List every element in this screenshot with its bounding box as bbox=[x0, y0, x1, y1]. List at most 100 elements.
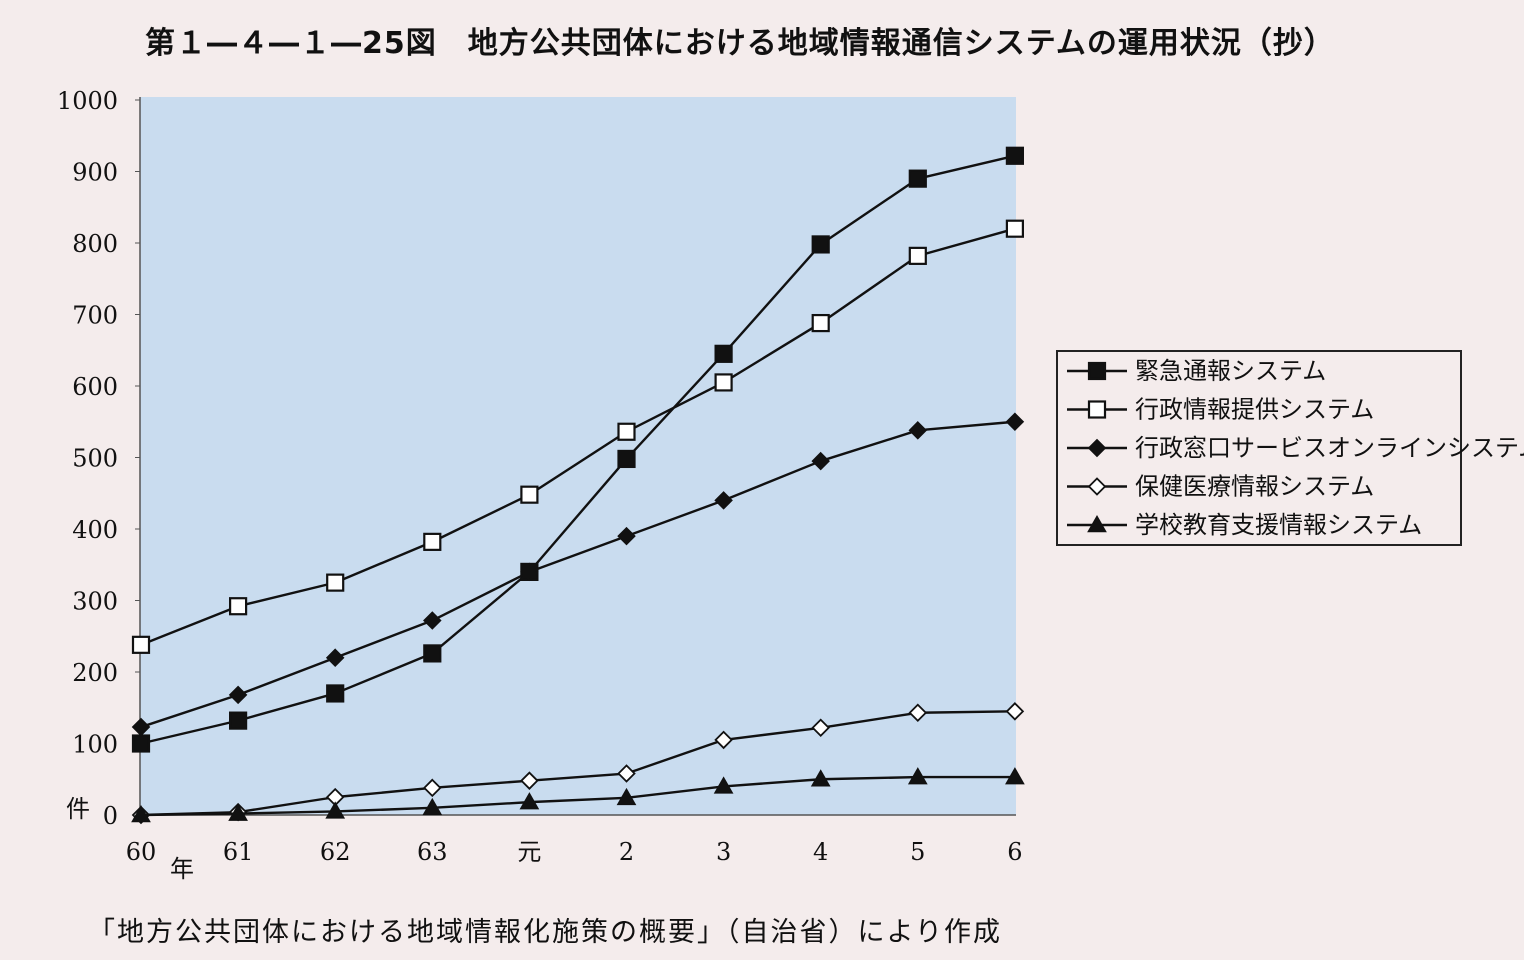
x-tick-label: 60 bbox=[126, 838, 157, 866]
source-note: 「地方公共団体における地域情報化施策の概要」（自治省）により作成 bbox=[88, 917, 1002, 948]
data-point bbox=[520, 485, 539, 504]
x-tick-label: 3 bbox=[716, 838, 731, 866]
legend-label: 行政窓口サービスオンラインシステム bbox=[1135, 434, 1524, 462]
legend-item: 学校教育支援情報システム bbox=[1067, 511, 1422, 539]
legend-item: 緊急通報システム bbox=[1067, 357, 1326, 385]
data-point bbox=[714, 491, 733, 510]
legend-marker bbox=[1087, 438, 1107, 458]
data-point bbox=[229, 711, 248, 730]
series-line bbox=[140, 420, 1016, 729]
series-1 bbox=[131, 146, 1025, 753]
data-point bbox=[423, 611, 442, 630]
data-point bbox=[131, 804, 151, 823]
x-axis-label: 年 bbox=[170, 855, 194, 883]
legend-label: 学校教育支援情報システム bbox=[1135, 511, 1422, 539]
data-point bbox=[1005, 767, 1025, 785]
y-tick-label: 300 bbox=[72, 588, 118, 616]
data-point bbox=[811, 313, 830, 333]
series-3 bbox=[131, 412, 1025, 737]
chart-title: 第１―４―１―25図 地方公共団体における地域情報通信システムの運用状況（抄） bbox=[145, 26, 1335, 61]
y-tick-label: 600 bbox=[72, 373, 118, 401]
data-point bbox=[811, 235, 830, 254]
series-layer bbox=[131, 146, 1025, 825]
data-point bbox=[616, 787, 637, 806]
x-tick-label: 61 bbox=[223, 838, 254, 866]
data-point bbox=[131, 635, 151, 654]
data-point bbox=[617, 422, 636, 441]
x-tick-label: 2 bbox=[619, 838, 634, 866]
series-line bbox=[140, 227, 1016, 646]
data-point bbox=[131, 717, 151, 737]
data-point bbox=[617, 764, 636, 783]
data-point bbox=[326, 684, 345, 703]
data-point bbox=[520, 771, 539, 790]
y-tick-label: 500 bbox=[72, 445, 118, 473]
data-point bbox=[1005, 412, 1025, 432]
data-point bbox=[908, 421, 928, 440]
data-point bbox=[1005, 702, 1025, 721]
data-point bbox=[908, 169, 927, 188]
legend-item: 保健医療情報システム bbox=[1067, 473, 1374, 501]
data-point bbox=[811, 718, 830, 738]
legend-label: 行政情報提供システム bbox=[1135, 396, 1374, 424]
data-point bbox=[714, 730, 733, 750]
x-tick-label: 5 bbox=[910, 838, 925, 866]
y-axis-label: 件 bbox=[66, 795, 90, 823]
legend-item: 行政窓口サービスオンラインシステム bbox=[1067, 434, 1524, 462]
y-tick-label: 100 bbox=[72, 731, 118, 759]
data-point bbox=[423, 532, 442, 551]
legend-box bbox=[1056, 350, 1462, 546]
y-tick-label: 200 bbox=[72, 659, 118, 687]
data-point bbox=[228, 803, 248, 821]
data-point bbox=[617, 449, 636, 469]
data-point bbox=[1005, 146, 1025, 165]
legend-marker bbox=[1087, 514, 1107, 533]
series-line bbox=[140, 775, 1015, 817]
legend-marker bbox=[1087, 400, 1107, 419]
data-point bbox=[422, 797, 443, 816]
data-point bbox=[423, 778, 442, 798]
data-point bbox=[519, 792, 540, 810]
data-point bbox=[131, 734, 151, 753]
data-point bbox=[907, 767, 928, 785]
data-point bbox=[423, 644, 442, 663]
legend-label: 保健医療情報システム bbox=[1135, 473, 1374, 501]
series-line bbox=[140, 154, 1016, 745]
data-point bbox=[520, 562, 539, 582]
data-point bbox=[908, 246, 927, 265]
data-point bbox=[617, 526, 636, 546]
x-tick-label: 元 bbox=[517, 838, 541, 866]
y-tick-label: 700 bbox=[72, 302, 118, 330]
data-point bbox=[229, 597, 248, 616]
data-point bbox=[713, 776, 734, 794]
legend-item: 行政情報提供システム bbox=[1067, 396, 1374, 424]
legend: 緊急通報システム行政情報提供システム行政窓口サービスオンラインシステム保健医療情… bbox=[1056, 350, 1524, 546]
data-point bbox=[714, 344, 733, 363]
series-line bbox=[140, 710, 1015, 817]
data-point bbox=[325, 648, 345, 667]
x-tick-label: 63 bbox=[417, 838, 448, 866]
series-2 bbox=[131, 219, 1025, 654]
data-point bbox=[714, 373, 733, 392]
x-tick-label: 4 bbox=[813, 838, 828, 866]
series-5 bbox=[131, 767, 1025, 823]
data-point bbox=[325, 801, 346, 819]
legend-label: 緊急通報システム bbox=[1135, 357, 1326, 385]
y-tick-label: 1000 bbox=[57, 87, 118, 115]
data-point bbox=[811, 451, 830, 471]
plot-area bbox=[140, 97, 1016, 815]
y-tick-label: 0 bbox=[103, 802, 118, 830]
x-tick-label: 62 bbox=[320, 838, 351, 866]
y-tick-label: 400 bbox=[72, 516, 118, 544]
data-point bbox=[326, 573, 345, 592]
data-point bbox=[810, 769, 831, 787]
data-point bbox=[1005, 219, 1025, 238]
data-point bbox=[228, 685, 248, 705]
legend-marker bbox=[1087, 477, 1107, 496]
y-tick-label: 900 bbox=[72, 159, 118, 187]
legend-marker bbox=[1087, 361, 1107, 381]
x-tick-label: 6 bbox=[1007, 838, 1022, 866]
y-tick-label: 800 bbox=[72, 230, 118, 258]
